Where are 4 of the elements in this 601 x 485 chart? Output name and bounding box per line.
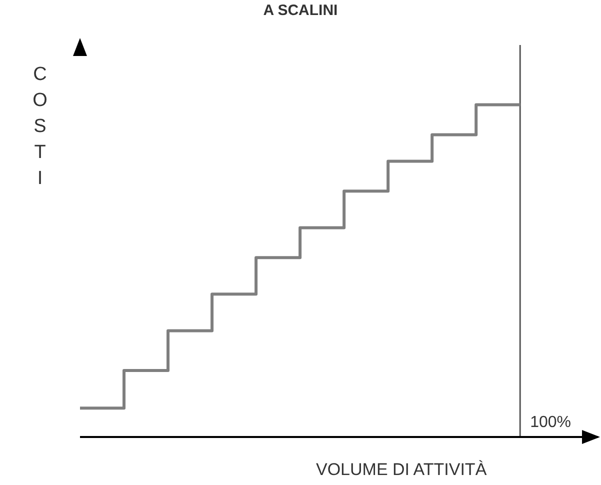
- y-axis-title: COSTI: [32, 63, 48, 191]
- text: 100%: [530, 414, 572, 431]
- x-axis-title: VOLUME DI ATTIVITÀ: [316, 460, 487, 480]
- chart-title: A SCALINI: [262, 2, 339, 19]
